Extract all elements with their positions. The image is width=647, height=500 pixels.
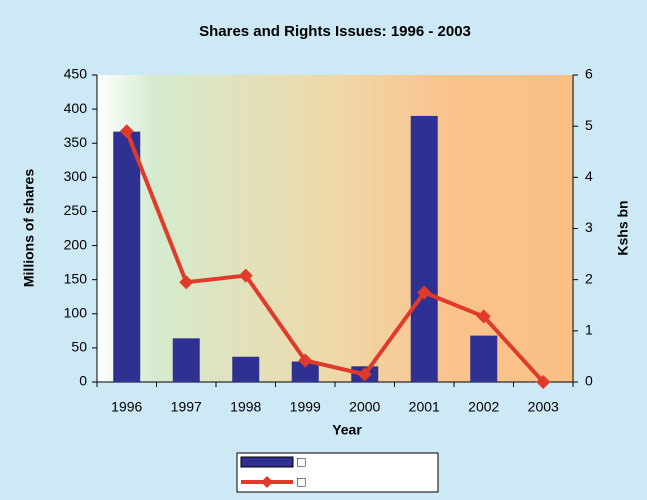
x-tick-label: 2000 (349, 399, 380, 415)
x-tick-label: 1999 (290, 399, 321, 415)
line (124, 130, 545, 384)
y2-tick-label: 1 (585, 322, 593, 338)
marker (417, 285, 432, 300)
y2-axis-label: Kshs bn (615, 200, 631, 255)
y-tick-label: 0 (79, 373, 87, 389)
x-tick-label: 1998 (230, 399, 261, 415)
marker (357, 367, 372, 382)
bar (113, 131, 141, 382)
y-tick-label: 100 (64, 304, 88, 320)
marker (238, 268, 253, 283)
x-tick-label: 2002 (468, 399, 499, 415)
y2-tick-label: 6 (585, 66, 593, 82)
legend-swatch (240, 456, 294, 468)
chart-title: Shares and Rights Issues: 1996 - 2003 (199, 23, 471, 40)
x-tick-label: 2003 (528, 399, 559, 415)
x-tick-label: 1996 (111, 399, 142, 415)
x-tick-label: 1997 (171, 399, 202, 415)
y-tick-label: 400 (64, 100, 88, 116)
y2-tick-label: 0 (585, 373, 593, 389)
marker (536, 375, 551, 389)
marker (119, 124, 134, 139)
marker (179, 275, 194, 290)
bar (470, 335, 498, 382)
y-tick-label: 50 (71, 339, 87, 355)
x-tick-label: 2001 (409, 399, 440, 415)
legend-label: □ (297, 474, 306, 490)
y2-tick-label: 4 (585, 168, 593, 184)
y-axis-label: Millions of shares (21, 169, 37, 287)
x-axis-label: Year (332, 422, 362, 438)
bar (291, 361, 319, 382)
plot-area (97, 75, 573, 382)
y2-tick-label: 2 (585, 270, 593, 286)
y-tick-label: 150 (64, 270, 88, 286)
legend-label: □ (297, 454, 306, 470)
y2-tick-label: 3 (585, 219, 593, 235)
y-tick-label: 200 (64, 236, 88, 252)
y-tick-label: 350 (64, 134, 88, 150)
marker (476, 309, 491, 324)
y-tick-label: 250 (64, 202, 88, 218)
bar (232, 356, 260, 382)
bar (410, 115, 438, 382)
y-tick-label: 300 (64, 168, 88, 184)
marker (298, 353, 313, 368)
y2-tick-label: 5 (585, 117, 593, 133)
legend-swatch (261, 476, 273, 488)
y-tick-label: 450 (64, 66, 88, 82)
bar (172, 338, 200, 382)
